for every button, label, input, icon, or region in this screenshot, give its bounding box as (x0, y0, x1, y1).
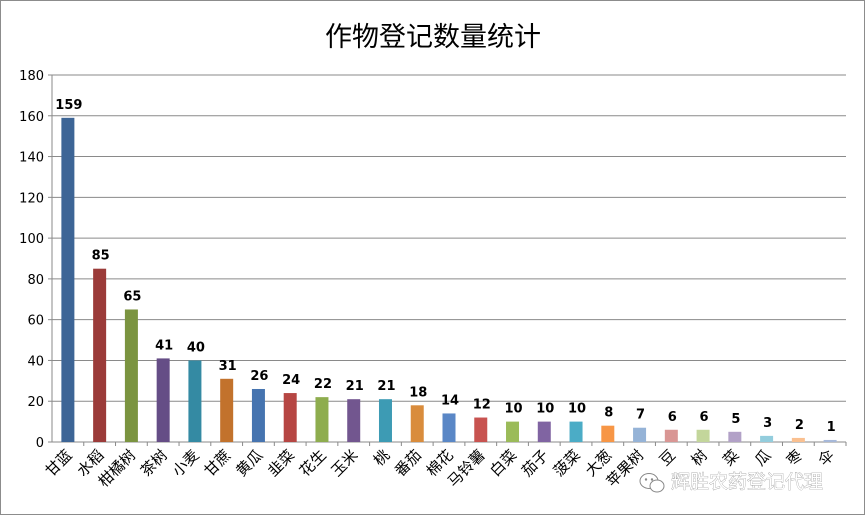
data-label: 159 (55, 98, 82, 113)
category-label: 甘蔗 (201, 446, 235, 480)
category-label: 韭菜 (264, 446, 298, 480)
category-label: 白菜 (486, 446, 520, 480)
data-label: 18 (409, 385, 427, 400)
data-label: 40 (187, 340, 205, 355)
data-label: 8 (604, 406, 613, 421)
data-label: 21 (377, 379, 395, 394)
bar (791, 437, 805, 442)
bar (823, 439, 837, 442)
y-tick-label: 140 (19, 151, 44, 166)
bar (601, 425, 615, 442)
data-label: 41 (155, 338, 173, 353)
category-label: 豆 (656, 446, 679, 469)
bar (442, 413, 456, 442)
bar (537, 421, 551, 442)
data-label: 7 (636, 408, 645, 423)
category-label: 甘蓝 (42, 446, 76, 480)
category-label: 茄子 (518, 446, 552, 480)
data-label: 22 (314, 377, 332, 392)
watermark: 辉胜农药登记代理 (639, 471, 823, 493)
bar (410, 405, 424, 442)
bar (124, 309, 138, 442)
bar (633, 427, 647, 442)
category-label: 菜 (719, 446, 742, 469)
data-label: 1 (827, 420, 836, 435)
y-tick-label: 80 (27, 273, 44, 288)
y-tick-label: 100 (19, 232, 44, 247)
y-tick-label: 120 (19, 191, 44, 206)
bar (474, 417, 488, 442)
watermark-text: 辉胜农药登记代理 (671, 471, 823, 493)
data-label: 26 (250, 369, 268, 384)
y-tick-label: 40 (27, 354, 44, 369)
bar (315, 397, 329, 442)
category-label: 小麦 (169, 446, 203, 480)
data-label: 10 (536, 402, 554, 417)
data-label: 12 (473, 398, 491, 413)
bar (156, 358, 170, 442)
category-label: 番茄 (391, 446, 425, 480)
bar (61, 117, 75, 443)
bar (569, 421, 583, 442)
category-label: 黄瓜 (232, 446, 266, 480)
category-label: 菠菜 (550, 446, 584, 480)
category-label: 茶树 (137, 446, 171, 480)
data-label: 85 (92, 249, 110, 264)
bars (61, 117, 837, 443)
y-tick-label: 160 (19, 110, 44, 125)
data-label: 21 (346, 379, 364, 394)
bar (347, 399, 361, 442)
data-label: 24 (282, 373, 300, 388)
data-label: 2 (795, 418, 804, 433)
bar (283, 393, 297, 442)
chart-title: 作物登记数量统计 (325, 22, 541, 53)
data-label: 3 (763, 416, 772, 431)
category-label: 桃 (370, 446, 393, 469)
y-tick-label: 0 (36, 436, 44, 451)
category-label: 花生 (296, 446, 330, 480)
data-label: 6 (668, 410, 677, 425)
bar (251, 388, 265, 442)
wechat-icon (639, 473, 665, 493)
bar (220, 378, 234, 442)
bar (696, 429, 710, 442)
category-label: 伞 (815, 446, 838, 469)
bar (760, 435, 774, 442)
data-label: 5 (731, 412, 740, 427)
data-label: 65 (123, 289, 141, 304)
bar (664, 429, 678, 442)
bar (506, 421, 520, 442)
gridlines (52, 74, 846, 402)
category-label: 玉米 (328, 446, 362, 480)
bar (93, 268, 107, 442)
bar (188, 360, 202, 442)
bar (378, 399, 392, 442)
data-label: 31 (219, 359, 237, 374)
bar (728, 431, 742, 442)
y-tick-label: 60 (27, 314, 44, 329)
y-tick-label: 180 (19, 69, 44, 84)
data-label: 14 (441, 393, 459, 408)
data-label: 6 (700, 410, 709, 425)
category-label: 树 (688, 446, 711, 469)
data-label: 10 (568, 402, 586, 417)
data-label: 10 (504, 402, 522, 417)
category-label: 瓜 (751, 446, 774, 469)
category-label: 枣 (783, 446, 806, 469)
y-tick-label: 20 (27, 395, 44, 410)
